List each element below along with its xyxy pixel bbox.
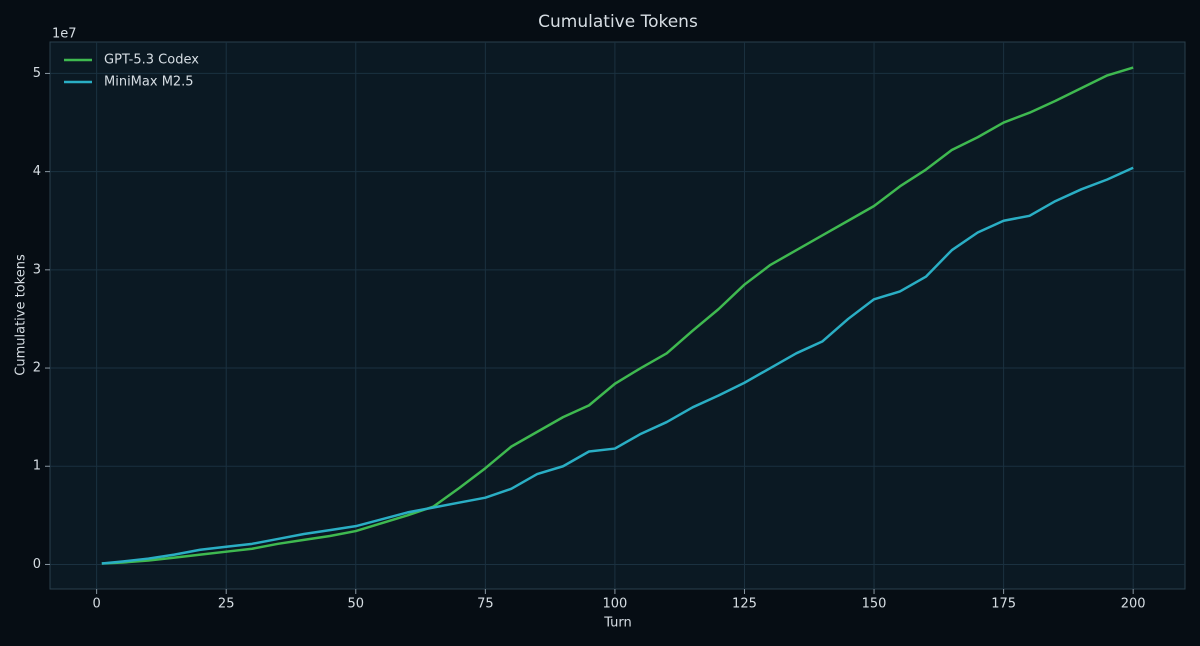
y-tick-label: 5 [33, 66, 41, 81]
x-tick-label: 175 [991, 597, 1016, 612]
x-tick-label: 100 [602, 597, 627, 612]
x-tick-label: 0 [93, 597, 101, 612]
series-line [101, 166, 1134, 565]
series-line [101, 66, 1134, 565]
x-tick-label: 25 [218, 597, 235, 612]
x-tick-label: 50 [348, 597, 365, 612]
x-tick-label: 200 [1121, 597, 1146, 612]
x-axis-label: Turn [603, 616, 632, 631]
y-offset-label: 1e7 [52, 27, 77, 42]
y-tick-label: 3 [33, 262, 41, 277]
y-tick-label: 2 [33, 361, 41, 376]
x-tick-label: 125 [732, 597, 757, 612]
chart-title: Cumulative Tokens [538, 12, 698, 32]
x-tick-label: 150 [862, 597, 887, 612]
plot-area [49, 41, 1186, 590]
legend-label: GPT-5.3 Codex [104, 53, 199, 68]
y-tick-label: 0 [33, 557, 41, 572]
legend-label: MiniMax M2.5 [104, 75, 194, 90]
y-tick-label: 1 [33, 459, 41, 474]
x-tick-label: 75 [477, 597, 494, 612]
y-tick-label: 4 [33, 164, 41, 179]
y-axis-label: Cumulative tokens [14, 254, 29, 376]
